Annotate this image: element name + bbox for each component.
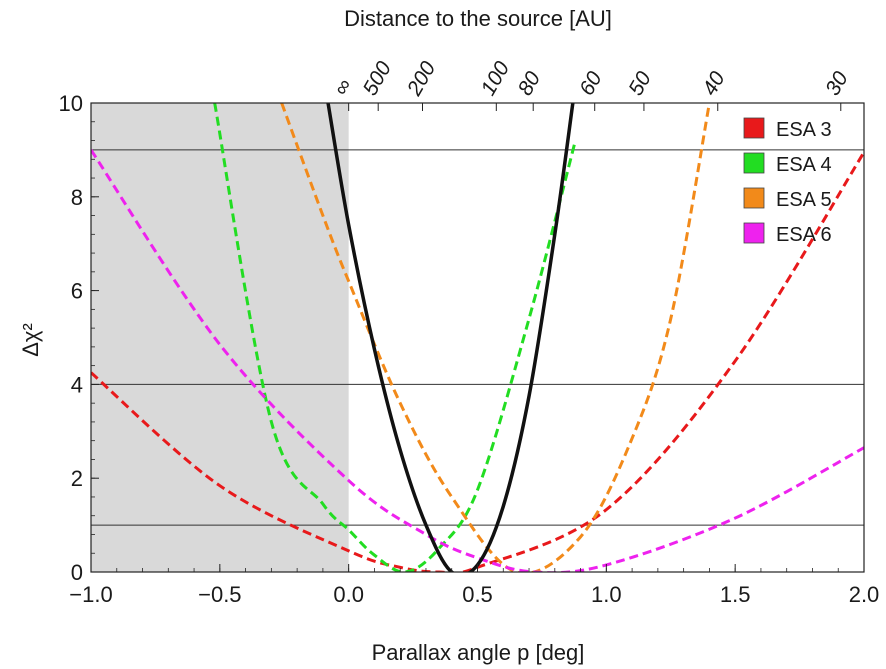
legend-label-esa-4: ESA 4: [776, 154, 832, 176]
legend-swatch-esa-3: [743, 117, 765, 139]
series-line-esa-5: [280, 103, 711, 572]
y-tick-label: 6: [71, 279, 83, 304]
y-tick-label: 2: [71, 466, 83, 491]
top-tick-label: ∞: [329, 75, 356, 99]
series-line-esa-6: [91, 149, 864, 572]
legend-swatch-esa-6: [743, 222, 765, 244]
series-line-combined-fit: [326, 103, 575, 572]
top-tick-label: 50: [624, 67, 656, 99]
y-axis-title: Δχ²: [18, 323, 43, 357]
legend-swatch-esa-5: [743, 187, 765, 209]
series-line-esa-4: [213, 103, 577, 572]
x-tick-label: −0.5: [198, 582, 241, 607]
top-tick-label: 200: [402, 57, 440, 100]
x-tick-label: 1.0: [591, 582, 622, 607]
x-tick-label: 0.0: [333, 582, 364, 607]
top-tick-label: 100: [477, 57, 515, 99]
top-tick-label: 500: [359, 57, 397, 99]
y-tick-label: 10: [59, 91, 83, 116]
y-tick-label: 0: [71, 560, 83, 585]
legend-label-esa-3: ESA 3: [776, 119, 832, 141]
y-tick-label: 8: [71, 185, 83, 210]
top-tick-label: 40: [698, 67, 730, 99]
plot-area: [91, 103, 864, 572]
x-axis-title: Parallax angle p [deg]: [372, 640, 585, 665]
top-tick-label: 60: [575, 67, 607, 99]
shaded-region: [91, 103, 349, 572]
series-line-esa-3: [91, 151, 864, 572]
legend-label-esa-5: ESA 5: [776, 189, 832, 211]
x-tick-label: 2.0: [849, 582, 880, 607]
legend: ESA 3 ESA 4 ESA 5 ESA 6: [743, 117, 832, 246]
top-tick-label: 80: [514, 67, 546, 99]
top-tick-label: 30: [821, 67, 853, 99]
legend-label-esa-6: ESA 6: [776, 224, 832, 246]
x-tick-label: 0.5: [462, 582, 493, 607]
x-tick-label: −1.0: [69, 582, 112, 607]
y-tick-label: 4: [71, 372, 83, 397]
x-tick-label: 1.5: [720, 582, 751, 607]
legend-swatch-esa-4: [743, 152, 765, 174]
top-axis-title: Distance to the source [AU]: [344, 6, 612, 31]
